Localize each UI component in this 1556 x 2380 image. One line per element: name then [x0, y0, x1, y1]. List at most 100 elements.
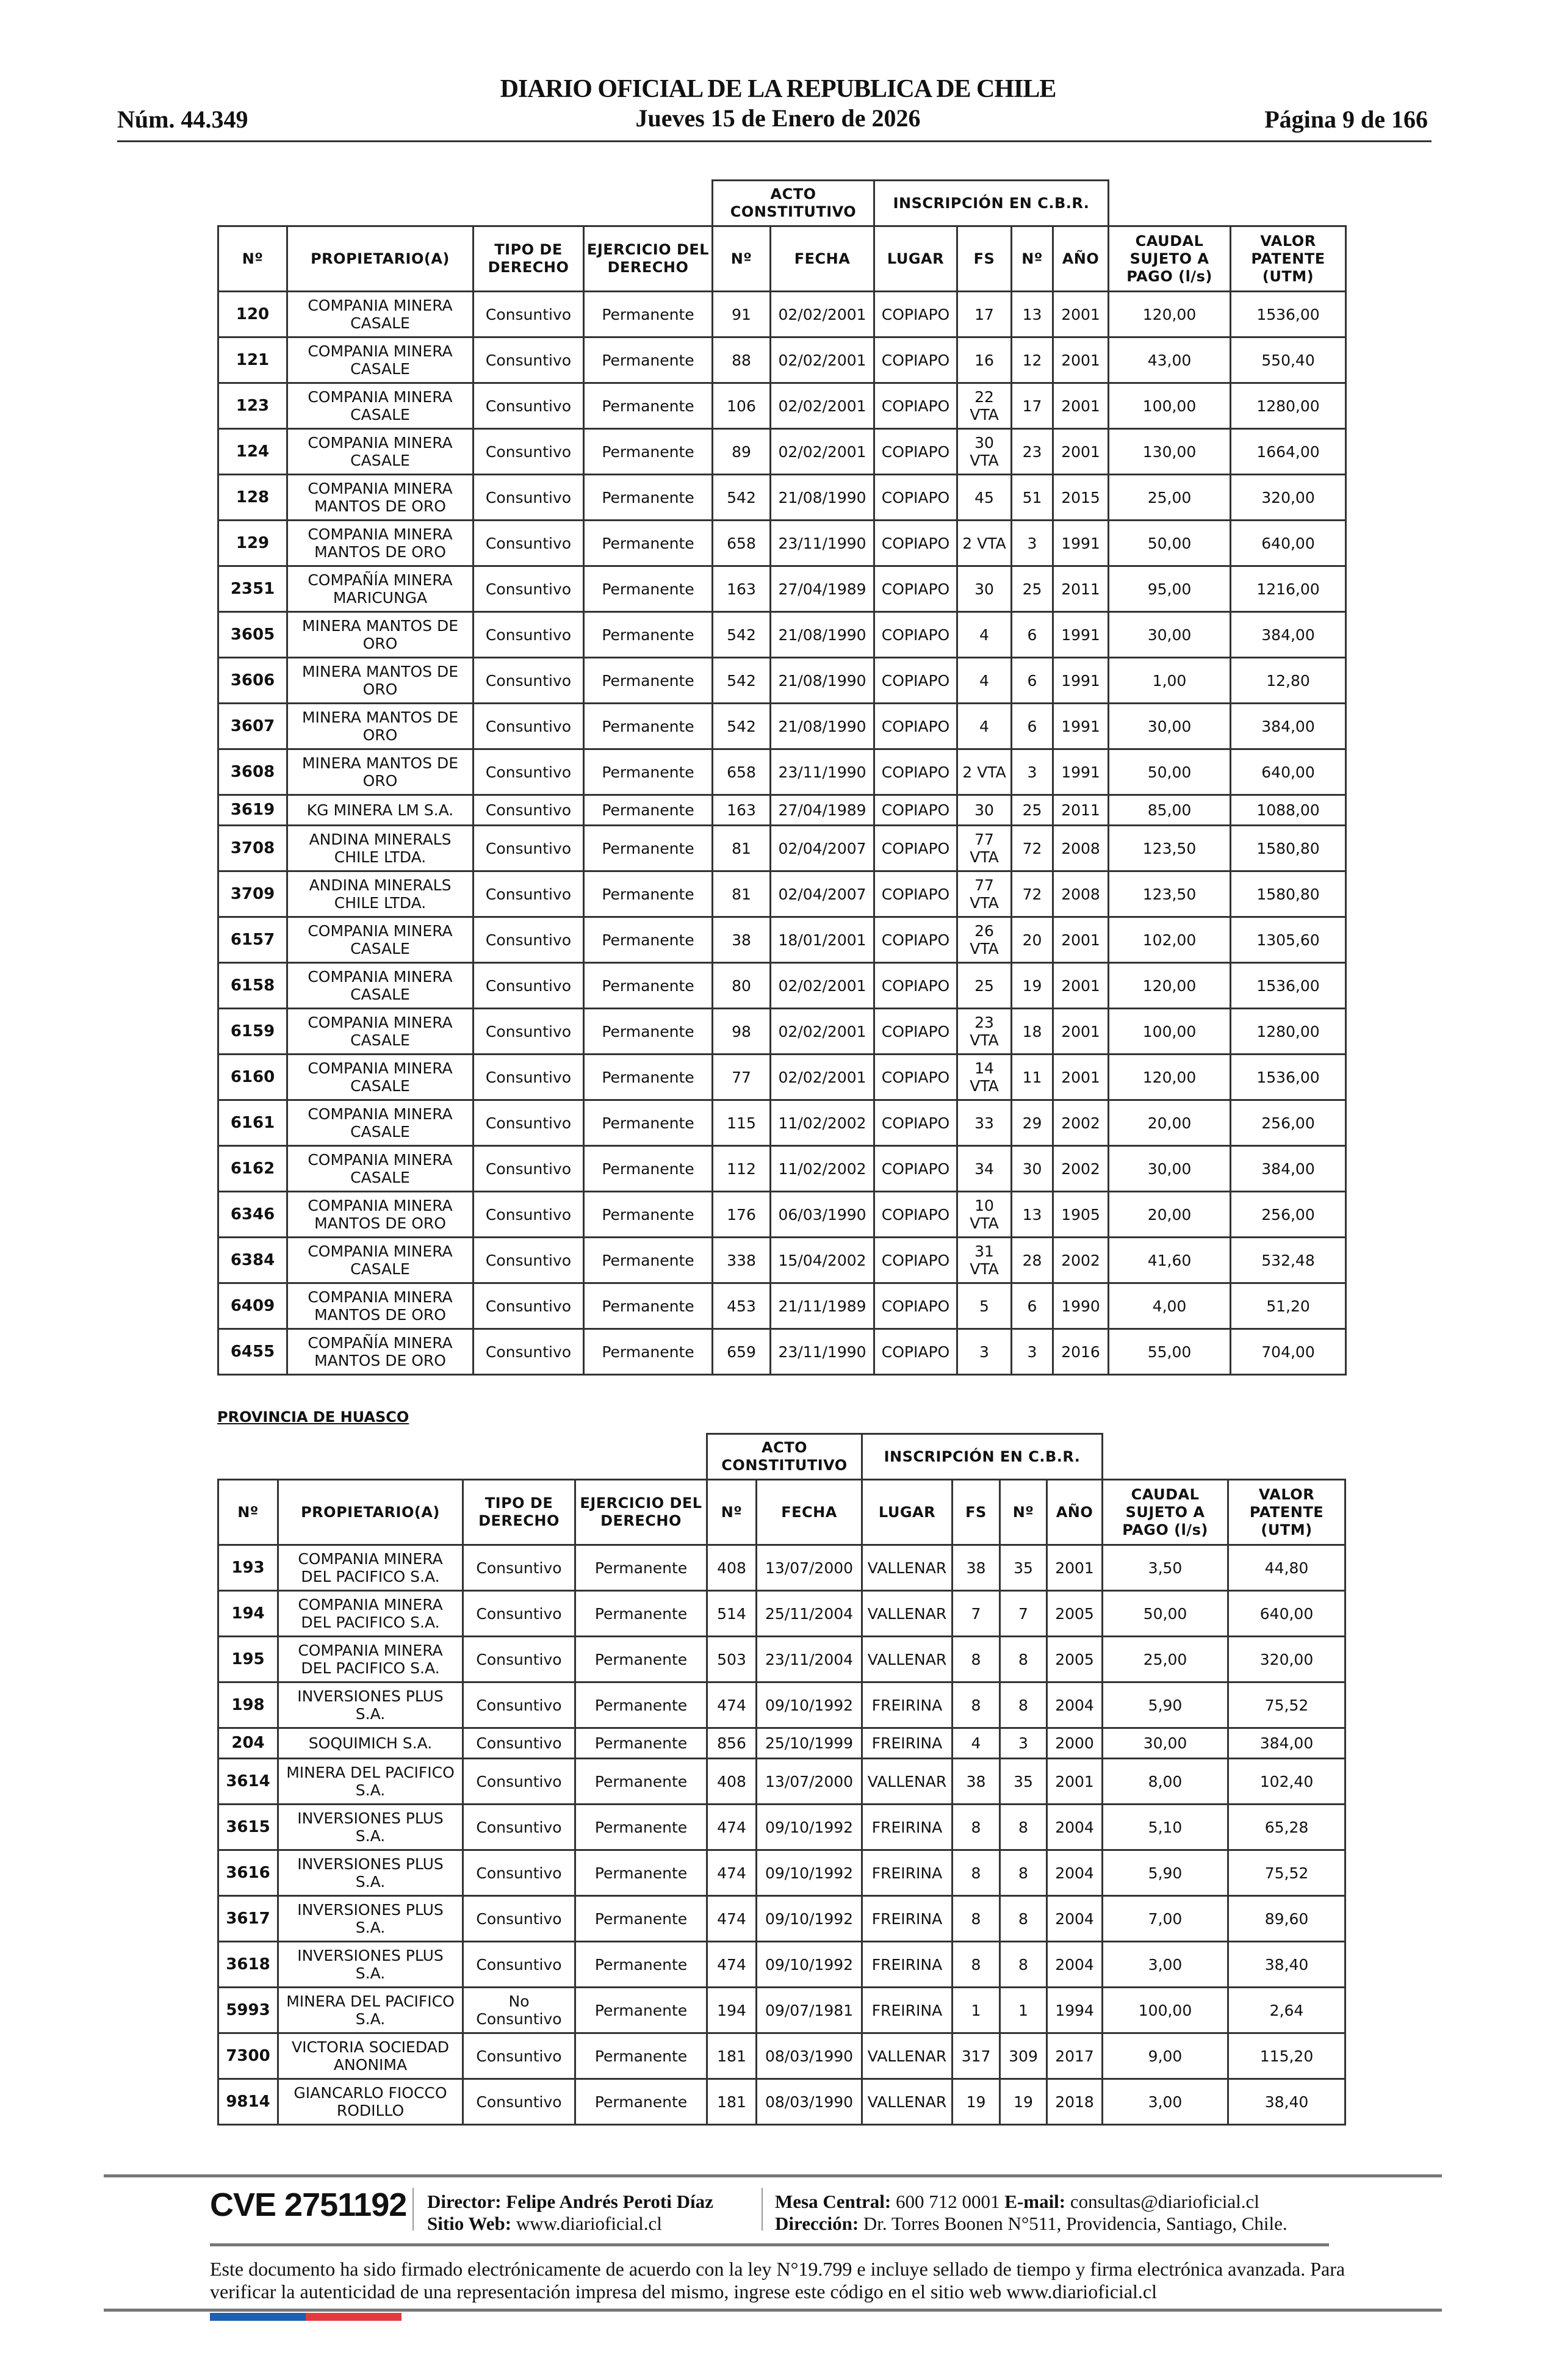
table-row: 3607 MINERA MANTOS DE ORO Consuntivo Perman… — [217, 702, 1347, 750]
col-ejercicio-cell: Permanente — [583, 474, 713, 521]
col-fs-cell: 30 — [956, 794, 1012, 826]
col-propietario-cell: ANDINA MINERALS CHILE LTDA. — [286, 824, 474, 872]
header-col-acto-numero: Nº — [706, 1479, 757, 1546]
col-anio-cell: 2004 — [1045, 1849, 1104, 1897]
col-acto-fecha-cell: 09/07/1981 — [755, 1986, 863, 2034]
table-row: 193 COMPANIA MINERA DEL PACIFICO S.A. Cons… — [217, 1544, 1347, 1592]
col-numero-cell: 204 — [217, 1727, 279, 1759]
col-fs-cell: 77 VTA — [956, 824, 1012, 872]
col-numero-cell: 3614 — [217, 1758, 279, 1805]
col-valor-patente-cell: 51,20 — [1230, 1282, 1347, 1330]
col-tipo-derecho-cell: Consuntivo — [472, 519, 585, 567]
col-lugar-cell: FREIRINA — [861, 1986, 953, 2034]
col-tipo-derecho-cell: Consuntivo — [472, 794, 585, 826]
col-lugar-cell: FREIRINA — [861, 1681, 953, 1729]
col-numero-cell: 6157 — [217, 916, 288, 964]
header-col-numero: Nº — [217, 225, 288, 292]
col-anio-cell: 2004 — [1045, 1941, 1104, 1988]
col-ejercicio-cell: Permanente — [583, 1282, 713, 1330]
col-anio-cell: 2001 — [1051, 1053, 1110, 1101]
col-valor-patente-cell: 102,40 — [1227, 1758, 1347, 1805]
col-valor-patente-cell: 384,00 — [1230, 702, 1347, 750]
issue-date: Jueves 15 de Enero de 2026 — [635, 104, 921, 132]
header-col-valor-patente: VALOR PATENTE (UTM) — [1230, 225, 1347, 292]
col-propietario-cell: COMPANIA MINERA DEL PACIFICO S.A. — [277, 1590, 464, 1637]
col-anio-cell: 2018 — [1045, 2078, 1104, 2126]
col-acto-fecha-cell: 09/10/1992 — [755, 1681, 863, 1729]
col-inscripcion-numero-cell: 1 — [999, 1986, 1048, 2034]
col-acto-numero-cell: 658 — [711, 748, 771, 796]
table-row: 3614 MINERA DEL PACIFICO S.A. Consuntivo Pe… — [217, 1758, 1347, 1805]
col-caudal-cell: 7,00 — [1101, 1895, 1230, 1942]
col-acto-fecha-cell: 13/07/2000 — [755, 1758, 863, 1805]
col-caudal-cell: 43,00 — [1108, 336, 1232, 384]
email-link[interactable]: consultas@diarioficial.cl — [1070, 2191, 1259, 2212]
col-numero-cell: 120 — [217, 290, 288, 338]
table-row: 198 INVERSIONES PLUS S.A. Consuntivo Perman… — [217, 1681, 1347, 1729]
col-inscripcion-numero-cell: 30 — [1010, 1145, 1054, 1192]
col-numero-cell: 3606 — [217, 657, 288, 704]
website-link[interactable]: www.diarioficial.cl — [516, 2213, 662, 2234]
col-fs-cell: 34 — [956, 1145, 1012, 1192]
col-valor-patente-cell: 532,48 — [1230, 1236, 1347, 1284]
col-lugar-cell: COPIAPO — [873, 702, 958, 750]
col-ejercicio-cell: Permanente — [583, 916, 713, 964]
col-anio-cell: 2004 — [1045, 1803, 1104, 1851]
col-propietario-cell: INVERSIONES PLUS S.A. — [277, 1803, 464, 1851]
col-fs-cell: 77 VTA — [956, 870, 1012, 918]
col-lugar-cell: COPIAPO — [873, 1328, 958, 1376]
header-spacer — [1109, 181, 1346, 226]
col-fs-cell: 31 VTA — [956, 1236, 1012, 1284]
table-row: 6455 COMPAÑÍA MINERA MANTOS DE ORO Consunt… — [217, 1328, 1347, 1376]
col-acto-fecha-cell: 18/01/2001 — [769, 916, 875, 964]
table-row: 6160 COMPANIA MINERA CASALE Consuntivo Perm… — [217, 1053, 1347, 1101]
cve-code: CVE 2751192 — [210, 2187, 407, 2223]
col-fs-cell: 8 — [951, 1635, 1001, 1683]
col-tipo-derecho-cell: Consuntivo — [462, 1941, 576, 1988]
flag-bar-blue — [210, 2313, 306, 2321]
col-ejercicio-cell: Permanente — [583, 1328, 713, 1376]
col-acto-numero-cell: 474 — [706, 1803, 757, 1851]
col-caudal-cell: 25,00 — [1101, 1635, 1230, 1683]
col-lugar-cell: COPIAPO — [873, 290, 958, 338]
col-tipo-derecho-cell: Consuntivo — [472, 962, 585, 1009]
col-fs-cell: 38 — [951, 1544, 1001, 1592]
col-lugar-cell: FREIRINA — [861, 1941, 953, 1988]
col-acto-fecha-cell: 11/02/2002 — [769, 1099, 875, 1147]
col-tipo-derecho-cell: Consuntivo — [462, 2032, 576, 2080]
col-numero-cell: 121 — [217, 336, 288, 384]
col-propietario-cell: GIANCARLO FIOCCO RODILLO — [277, 2078, 464, 2126]
col-propietario-cell: COMPANIA MINERA CASALE — [286, 290, 474, 338]
table-row: 124 COMPANIA MINERA CASALE Consuntivo Perma… — [217, 428, 1347, 475]
col-lugar-cell: COPIAPO — [873, 870, 958, 918]
col-anio-cell: 1994 — [1045, 1986, 1104, 2034]
col-acto-fecha-cell: 27/04/1989 — [769, 565, 875, 613]
col-caudal-cell: 50,00 — [1101, 1590, 1230, 1637]
header-col-numero: Nº — [217, 1479, 279, 1546]
col-numero-cell: 193 — [217, 1544, 279, 1592]
col-fs-cell: 33 — [956, 1099, 1012, 1147]
col-tipo-derecho-cell: Consuntivo — [472, 1008, 585, 1055]
col-tipo-derecho-cell: No Consuntivo — [462, 1986, 576, 2034]
col-anio-cell: 2004 — [1045, 1895, 1104, 1942]
col-inscripcion-numero-cell: 35 — [999, 1544, 1048, 1592]
col-acto-fecha-cell: 23/11/1990 — [769, 1328, 875, 1376]
col-tipo-derecho-cell: Consuntivo — [462, 1849, 576, 1897]
col-anio-cell: 2001 — [1051, 1008, 1110, 1055]
col-fs-cell: 8 — [951, 1681, 1001, 1729]
issue-number: Núm. 44.349 — [117, 106, 248, 133]
col-ejercicio-cell: Permanente — [583, 794, 713, 826]
col-tipo-derecho-cell: Consuntivo — [472, 336, 585, 384]
col-acto-fecha-cell: 21/08/1990 — [769, 657, 875, 704]
col-numero-cell: 3607 — [217, 702, 288, 750]
col-lugar-cell: COPIAPO — [873, 794, 958, 826]
col-anio-cell: 2001 — [1051, 290, 1110, 338]
table-row: 3618 INVERSIONES PLUS S.A. Consuntivo Perma… — [217, 1941, 1347, 1988]
col-ejercicio-cell: Permanente — [583, 382, 713, 430]
table-row: 121 COMPANIA MINERA CASALE Consuntivo Perma… — [217, 336, 1347, 384]
header-divider — [117, 140, 1432, 142]
col-tipo-derecho-cell: Consuntivo — [472, 1053, 585, 1101]
director-label: Director: — [427, 2191, 502, 2212]
col-fs-cell: 1 — [951, 1986, 1001, 2034]
col-propietario-cell: INVERSIONES PLUS S.A. — [277, 1941, 464, 1988]
